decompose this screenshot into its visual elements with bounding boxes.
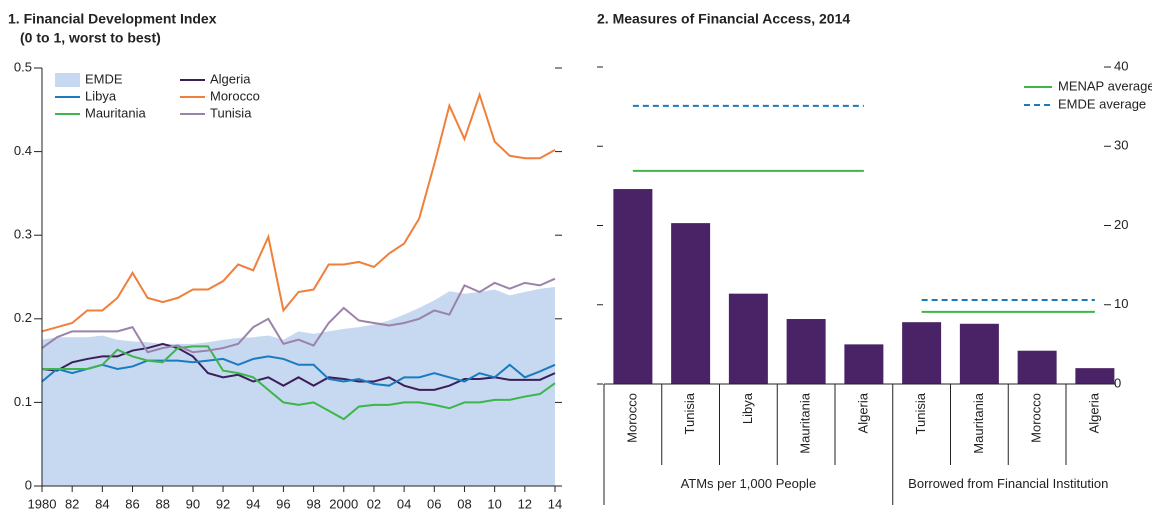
group-label-box: ATMs per 1,000 People (680, 476, 817, 491)
line (41, 277, 556, 354)
bar (1075, 368, 1115, 384)
x-tick-label: Mauritania (971, 392, 986, 453)
x-tick-label: 02 (367, 496, 381, 511)
chart-title: 1. Financial Development Index (8, 11, 217, 27)
bar (786, 319, 826, 384)
bar (613, 189, 653, 384)
x-tick-label: 94 (246, 496, 260, 511)
x-tick-label: 10 (487, 496, 501, 511)
x-tick-label: Algeria (1086, 392, 1101, 433)
bar (902, 322, 942, 384)
x-tick-label: Tunisia (682, 392, 697, 434)
x-tick-label: Algeria (855, 392, 870, 433)
x-tick-label: 08 (457, 496, 471, 511)
y-tick-label: 0.3 (14, 227, 32, 242)
x-tick-label: 98 (306, 496, 320, 511)
x-tick-label: 92 (216, 496, 230, 511)
legend-label: Libya (85, 88, 117, 103)
y-tick-label: 0.4 (14, 143, 32, 158)
x-tick-label: 1980 (28, 496, 57, 511)
x-tick-label: Mauritania (798, 392, 813, 453)
legend-label: Morocco (210, 88, 260, 103)
y-tick-label: 0.5 (14, 59, 32, 74)
line (41, 91, 556, 333)
x-tick-label: 86 (125, 496, 139, 511)
bar (959, 323, 999, 384)
group-label: Borrowed from Financial Institution (908, 476, 1109, 491)
bar (844, 344, 884, 384)
y-tick-label: 20 (1114, 217, 1128, 232)
line (41, 355, 556, 387)
y-tick-label: 40 (1114, 58, 1128, 73)
bar (1017, 350, 1057, 384)
legend-label: EMDE average (1058, 96, 1146, 111)
y-tick-label: 0.1 (14, 394, 32, 409)
x-tick-label: 82 (65, 496, 79, 511)
x-tick-label: 96 (276, 496, 290, 511)
x-tick-label: 06 (427, 496, 441, 511)
x-tick-label: 90 (186, 496, 200, 511)
x-tick-label: Morocco (1029, 393, 1044, 443)
x-tick-label: 84 (95, 496, 109, 511)
group-label: ATMs per 1,000 People (680, 476, 817, 491)
legend-label: Tunisia (210, 105, 252, 120)
y-tick-label: 0.2 (14, 310, 32, 325)
x-tick-label: 14 (548, 496, 562, 511)
legend-swatch (55, 73, 80, 87)
x-tick-label: 2000 (329, 496, 358, 511)
x-tick-label: Tunisia (913, 392, 928, 434)
area (42, 287, 555, 486)
y-tick-label: 10 (1114, 296, 1128, 311)
x-tick-label: Libya (740, 392, 755, 424)
legend-label: Mauritania (85, 105, 146, 120)
x-tick-label: Morocco (624, 393, 639, 443)
group-label-box: Borrowed from Financial Institution (908, 476, 1109, 491)
y-tick-label: 0 (1114, 375, 1121, 390)
bar (671, 223, 711, 384)
legend-label: Algeria (210, 71, 251, 86)
bar (728, 293, 768, 384)
y-tick-label: 30 (1114, 138, 1128, 153)
legend-label: EMDE (85, 71, 123, 86)
legend-label: MENAP average (1058, 78, 1152, 93)
x-tick-label: 12 (518, 496, 532, 511)
chart-subtitle: (0 to 1, worst to best) (20, 30, 161, 46)
x-tick-label: 04 (397, 496, 411, 511)
y-tick-label: 0 (25, 477, 32, 492)
line (42, 345, 556, 421)
x-tick-label: 88 (155, 496, 169, 511)
chart-title: 2. Measures of Financial Access, 2014 (597, 11, 850, 27)
